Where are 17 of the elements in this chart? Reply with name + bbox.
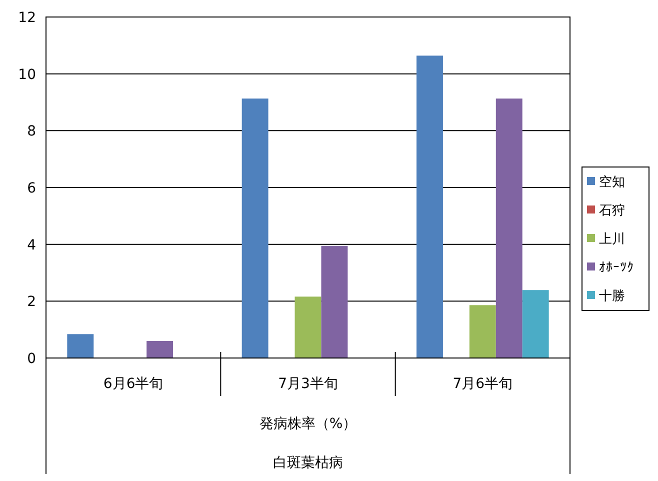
y-tick-label: 8	[27, 124, 36, 140]
x-tick-label: 7月3半旬	[278, 376, 338, 392]
legend-label: 空知	[599, 175, 625, 190]
legend-label: 十勝	[599, 289, 625, 304]
y-tick-label: 0	[27, 351, 36, 367]
y-tick-label: 12	[18, 10, 36, 26]
legend-label: 上川	[599, 232, 625, 247]
y-tick-label: 2	[27, 294, 36, 310]
y-tick-label: 6	[27, 180, 36, 196]
legend-label: 石狩	[599, 204, 625, 218]
y-tick-label: 10	[18, 66, 36, 83]
x-tick-label: 6月6半旬	[103, 376, 164, 392]
legend-label: ｵﾎｰﾂｸ	[599, 260, 634, 276]
y-tick-label: 4	[27, 237, 36, 254]
text: 白斑葉枯病	[273, 455, 343, 471]
x-axis-title: 発病株率（%）	[259, 416, 357, 432]
x-tick-label: 7月6半旬	[452, 376, 513, 392]
